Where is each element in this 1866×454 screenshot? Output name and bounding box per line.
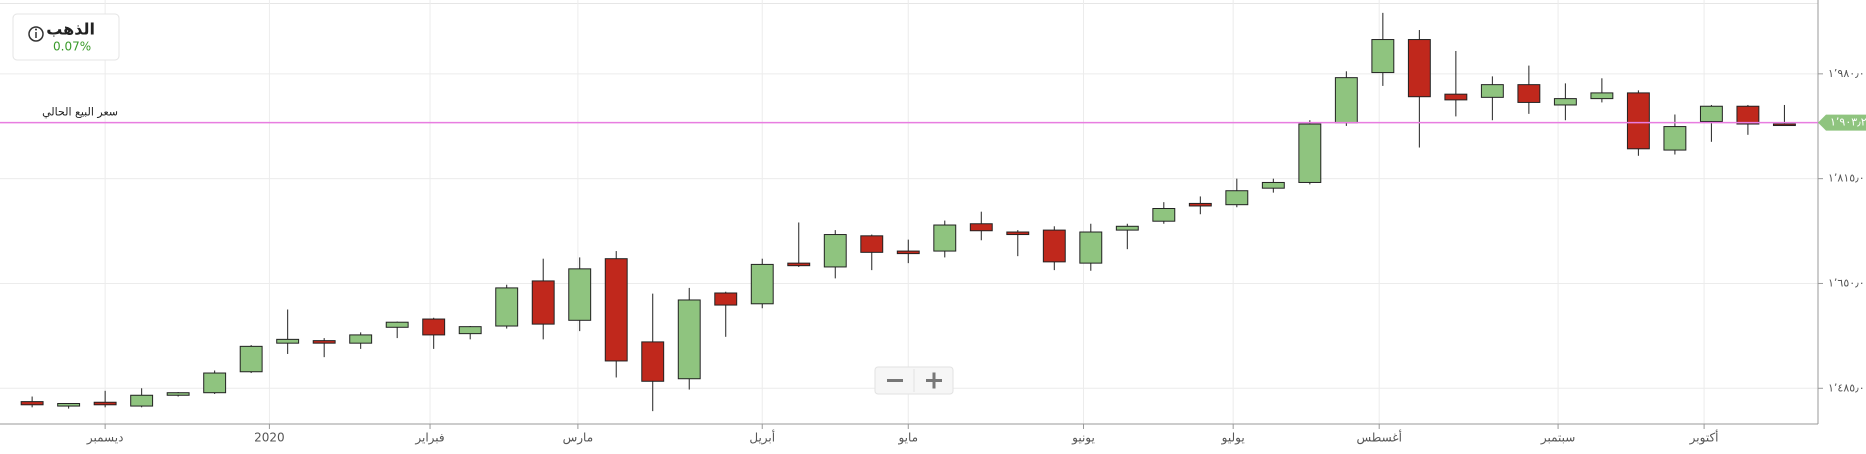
chart-title: الذهب	[46, 20, 95, 39]
info-icon-dot	[35, 28, 37, 31]
x-tick-label: مايو	[897, 431, 918, 446]
candle-body	[1444, 93, 1468, 101]
candle-body	[385, 321, 409, 328]
candle-body	[677, 299, 701, 380]
x-tick-label: مارس	[563, 431, 594, 446]
zoom-controls	[874, 366, 954, 395]
candle-body	[130, 394, 154, 407]
candle-body	[1517, 84, 1541, 103]
x-tick-label: أبريل	[749, 430, 775, 446]
candle-body	[495, 287, 519, 327]
x-tick-label: أكتوبر	[1689, 430, 1719, 446]
candle-body	[1663, 126, 1687, 151]
x-tick-label: أغسطس	[1356, 430, 1401, 446]
candle-body	[1736, 105, 1760, 125]
candle-body	[969, 223, 993, 232]
title-box: الذهب 0.07%	[12, 13, 120, 61]
info-icon[interactable]	[28, 26, 44, 42]
candle-body	[1152, 208, 1176, 222]
candle-body	[860, 235, 884, 253]
candle-body	[787, 262, 811, 267]
candle-body	[604, 258, 628, 362]
candle-body	[750, 263, 774, 305]
candle-body	[166, 392, 190, 396]
candle-body	[714, 292, 738, 306]
x-tick-label: يوليو	[1221, 431, 1245, 446]
candle-body	[641, 341, 665, 382]
candle-body	[1298, 123, 1322, 183]
candle-body	[1225, 190, 1249, 206]
candle-body	[1772, 123, 1796, 127]
y-tick-label: ١٬٨١٥٫٠٠	[1828, 172, 1866, 185]
candle-body	[312, 340, 336, 344]
current-price-caption: سعر البيع الحالي	[42, 106, 118, 119]
y-tick-label: ١٬٦٥٠٫٠٠	[1828, 276, 1866, 289]
candle-body	[1115, 225, 1139, 231]
candle-body	[276, 338, 300, 344]
candle-body	[1261, 181, 1285, 189]
candle-body	[239, 345, 263, 373]
candle-body	[568, 268, 592, 321]
candle-body	[1079, 231, 1103, 264]
candle-body	[1188, 202, 1212, 207]
title-box-frame	[12, 13, 120, 61]
candle-body	[1407, 39, 1431, 98]
candle-body	[1699, 105, 1723, 122]
candle-body	[1480, 84, 1504, 98]
candle-body	[349, 334, 373, 344]
candle-body	[93, 401, 117, 406]
x-tick-label: سبتمبر	[1540, 431, 1575, 446]
candle-body	[1334, 77, 1358, 124]
candle-body	[531, 280, 555, 325]
candle-body	[422, 318, 446, 336]
x-tick-label: فبراير	[414, 431, 444, 446]
current-price-tag	[1818, 114, 1866, 131]
y-tick-label: ١٬٤٨٥٫٠٠	[1828, 381, 1866, 394]
x-tick-label: ديسمبر	[86, 431, 124, 446]
candle-body	[57, 403, 81, 407]
candle-body	[1590, 92, 1614, 100]
change-percent: 0.07%	[53, 40, 91, 54]
candle-body	[896, 250, 920, 255]
candle-body	[20, 401, 44, 406]
candle-body	[1553, 98, 1577, 106]
candle-body	[1626, 92, 1650, 150]
candle-body	[203, 372, 227, 394]
candle-body	[823, 234, 847, 268]
candle-body	[933, 224, 957, 252]
current-price-label: ١٬٩٠٣٫٢٥	[1830, 116, 1866, 129]
candle-body	[1042, 229, 1066, 263]
y-tick-label: ١٬٩٨٠٫٠٠	[1828, 67, 1866, 80]
candle-body	[458, 326, 482, 335]
x-tick-label: يونيو	[1071, 431, 1095, 446]
candle-body	[1371, 39, 1395, 74]
x-tick-label: 2020	[254, 431, 285, 445]
candle-body	[1006, 231, 1030, 236]
